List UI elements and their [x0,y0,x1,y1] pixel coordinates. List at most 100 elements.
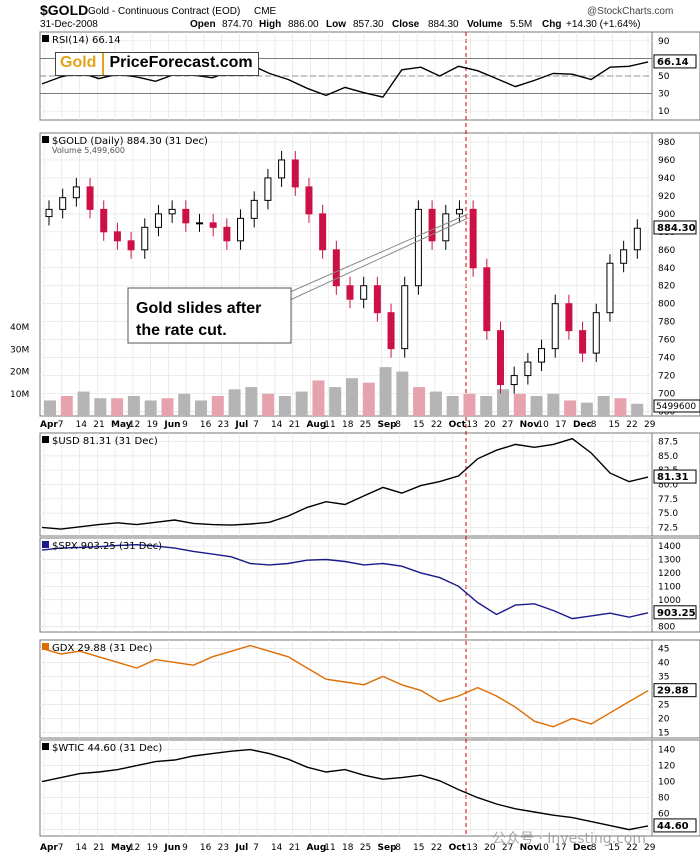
chg-value: +14.30 (+1.64%) [566,19,641,30]
candle-body [360,285,368,300]
x-tick-label: Dec [573,420,592,430]
volume-bar [346,378,358,416]
y-tick-label: 800 [658,300,675,310]
x-tick-label: 20 [484,420,496,430]
x-tick-label: 11 [324,420,335,430]
x-tick-label-bottom: Jun [163,843,180,853]
x-tick-label-bottom: 10 [537,843,549,853]
panel-5 [39,739,700,837]
copyright: @StockCharts.com [587,6,673,17]
x-tick-label: 18 [342,420,354,430]
candle-body [538,348,546,363]
x-tick-label-bottom: 15 [413,843,424,853]
candle-body [250,199,258,219]
last-value-text: 44.60 [657,821,689,832]
x-tick-label: 17 [555,420,566,430]
y-tick-label: 35 [658,672,669,682]
y-tick-label: 87.5 [658,438,678,448]
annotation-line-1: Gold slides after [136,300,261,317]
volume-bar [396,371,409,416]
x-tick-label: Sep [378,420,398,430]
candle-body [551,303,559,350]
candle-body [606,262,614,314]
x-tick-label-bottom: 8 [591,843,597,853]
y-tick-label: 140 [658,746,675,756]
x-tick-label: 8 [591,420,597,430]
y-tick-label: 85.0 [658,452,678,462]
volume-bar [564,400,577,416]
x-tick-label: 21 [289,420,300,430]
volume-bar [262,393,275,416]
volume-label: Volume [467,19,503,30]
y-tick-label: 80 [658,794,670,804]
volume-bar [278,396,291,416]
x-tick-label-bottom: 27 [502,843,513,853]
candle-body [86,186,94,210]
low-value: 857.30 [353,19,384,30]
candle-body [483,267,491,332]
x-tick-label: 22 [626,420,637,430]
x-tick-label: Jun [163,420,180,430]
volume-bar [547,393,560,416]
volume-bar [94,398,107,416]
last-value-text: 81.31 [657,472,689,483]
x-tick-label: Aug [306,420,326,430]
candle-body [524,361,532,377]
last-volume-text: 5499600 [656,402,696,412]
candle-body [223,226,231,242]
y-tick-label: 940 [658,174,675,184]
candle-body [387,312,395,350]
candle-body [113,231,121,242]
x-tick-label: 10 [537,420,549,430]
volume-bar [60,396,73,416]
candle-body [72,186,80,199]
candle-body [633,227,641,251]
priceforecast-logo: Gold PriceForecast.com [55,52,259,76]
panel-3 [39,537,700,633]
candle-body [428,208,436,242]
y-tick-label: 780 [658,318,675,328]
x-tick-label: 8 [395,420,401,430]
panel-frame [39,639,700,739]
x-tick-label-bottom: 11 [324,843,335,853]
panel-title: $SPX 903.25 (31 Dec) [52,541,162,552]
panel-title: $USD 81.31 (31 Dec) [52,436,158,447]
x-tick-label-bottom: Aug [306,843,326,853]
x-tick-label-bottom: Dec [573,843,592,853]
y-axis: 15202530354045 [40,644,670,738]
x-tick-label: 15 [413,420,424,430]
candle-body [154,213,162,228]
candle-body [510,375,518,386]
x-tick-label-bottom: 12 [129,843,140,853]
last-price-tag [653,220,697,235]
x-tick-label: 7 [253,420,259,430]
y-tick-label: 20 [658,714,670,724]
volume-bar [446,396,459,416]
last-value-text: 903.25 [657,608,696,619]
x-tick-label-bottom: 9 [182,843,188,853]
y-tick-label: 700 [658,390,675,400]
x-tick-label-bottom: Jul [234,843,248,853]
last-price-text: 884.30 [657,223,696,234]
symbol: $GOLD [40,2,88,18]
x-tick-label: 14 [271,420,283,430]
volume-bar [480,396,493,416]
x-tick-label-bottom: 29 [644,843,656,853]
y-tick-label: 77.5 [658,495,678,505]
volume-bar [497,389,509,416]
y-tick-label: 45 [658,644,669,654]
y-tick-label: 980 [658,138,675,148]
y-tick-label: 820 [658,282,675,292]
volume-bar [127,396,140,416]
y-tick-label: 40 [658,658,670,668]
x-tick-label: 16 [200,420,212,430]
logo-brand-text: PriceForecast.com [109,54,253,71]
volume-tick-label: 40M [10,323,29,333]
y-tick-label: 800 [658,623,675,633]
panel-frame [39,537,700,633]
series-marker [42,136,49,143]
x-tick-label-bottom: Sep [378,843,398,853]
open-value: 874.70 [222,19,253,30]
x-tick-label: May [111,420,132,430]
